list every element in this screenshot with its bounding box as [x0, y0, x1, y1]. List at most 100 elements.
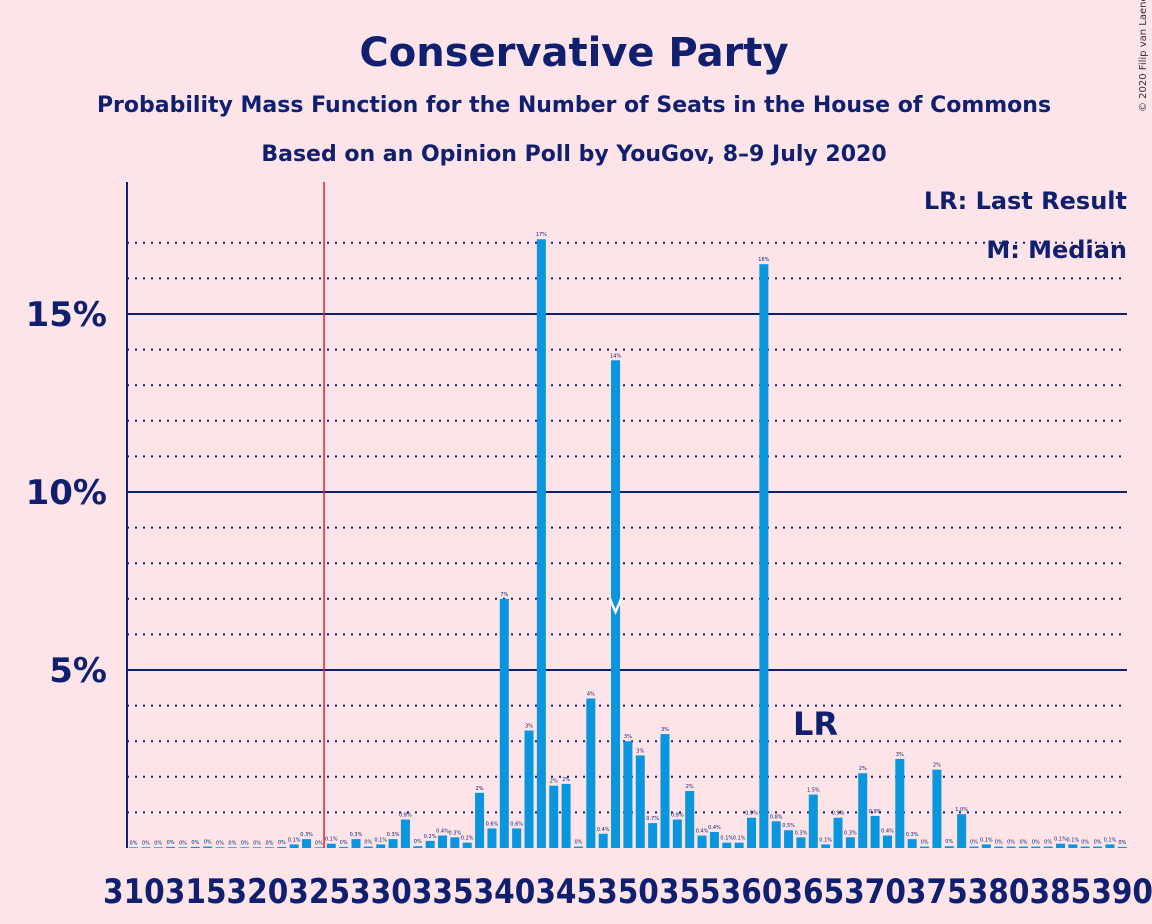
bar: [672, 819, 682, 848]
data-label: 0%: [1081, 840, 1089, 846]
bar: [598, 833, 608, 848]
data-label: 0%: [130, 840, 138, 846]
data-label: 0%: [204, 840, 212, 846]
data-label: 0.9%: [869, 809, 882, 815]
bar: [277, 846, 287, 848]
last-result-label: LR: [793, 705, 838, 743]
bar: [351, 839, 361, 848]
data-label: 2%: [550, 779, 558, 785]
bar: [413, 846, 423, 848]
data-label: 0%: [414, 839, 422, 845]
chart-title: Conservative Party: [359, 30, 788, 76]
bar: [573, 846, 583, 848]
bar: [326, 843, 336, 848]
data-label: 0.4%: [881, 829, 894, 835]
data-label: 0%: [340, 840, 348, 846]
bar: [388, 839, 398, 848]
data-label: 0%: [945, 839, 953, 845]
bar: [771, 821, 781, 848]
data-label: 3%: [525, 724, 533, 730]
data-label: 7%: [500, 592, 508, 598]
data-label: 0.1%: [288, 837, 301, 843]
bar: [1056, 843, 1065, 848]
data-labels: 0% 0% 0% 0% 0% 0% 0% 0% 0% 0% 0% 0% 0% 0.1%0.3%0%0.1%…: [130, 232, 1127, 846]
bar: [932, 769, 942, 848]
bar: [920, 846, 930, 848]
data-label: 0%: [241, 840, 249, 846]
bar: [314, 847, 324, 848]
gridlines: [127, 241, 1127, 814]
copyright-note: © 2020 Filip van Laenen: [1138, 0, 1149, 112]
chart-subtitle-source: Based on an Opinion Poll by YouGov, 8–9 …: [261, 142, 886, 167]
data-label: 0.1%: [819, 837, 832, 843]
bar: [994, 846, 1004, 848]
data-label: 0%: [364, 840, 372, 846]
data-label: 0%: [265, 840, 273, 846]
data-label: 0.1%: [1104, 837, 1117, 843]
bar: [302, 839, 312, 848]
bar: [425, 840, 435, 848]
data-label: 0.1%: [720, 836, 733, 842]
bar: [709, 831, 719, 848]
data-label: 0%: [167, 840, 175, 846]
data-label: 0%: [921, 840, 929, 846]
bar: [858, 773, 868, 848]
data-label: 0%: [154, 840, 162, 846]
data-label: 0.3%: [906, 832, 919, 838]
data-label: 0%: [278, 840, 286, 846]
bar: [1018, 846, 1028, 848]
data-label: 2%: [686, 784, 694, 790]
bar: [1006, 846, 1016, 848]
bar: [190, 846, 200, 848]
bar: [499, 598, 509, 848]
bar: [264, 847, 274, 848]
data-label: 4%: [587, 691, 595, 697]
x-axis-tick-labels: 3103153203253303353403453503553603653703…: [103, 872, 1152, 912]
bar: [129, 847, 138, 848]
legend-last-result: LR: Last Result: [924, 187, 1127, 215]
bar: [981, 844, 991, 848]
bar: [747, 817, 756, 848]
data-label: 0.4%: [436, 829, 449, 835]
data-label: 1.5%: [807, 788, 820, 794]
bar: [821, 844, 831, 848]
data-label: 0.1%: [374, 837, 387, 843]
data-label: 0%: [315, 840, 323, 846]
data-label: 0.4%: [597, 827, 610, 833]
bar: [450, 837, 460, 848]
median-marker: [608, 597, 623, 616]
bar: [561, 783, 571, 848]
bar: [957, 814, 967, 848]
bar: [339, 846, 349, 848]
bar: [487, 828, 497, 848]
bar: [549, 785, 559, 848]
bar: [400, 819, 410, 848]
bar: [178, 847, 188, 848]
data-label: 0%: [142, 840, 150, 846]
bar: [166, 846, 176, 848]
bar: [586, 698, 596, 848]
data-label: 0.9%: [832, 811, 845, 817]
data-label: 1.0%: [955, 807, 968, 813]
bar: [759, 264, 769, 848]
data-label: 0.4%: [696, 829, 709, 835]
bar: [1105, 844, 1115, 848]
data-label: 0%: [253, 840, 261, 846]
data-label: 0.6%: [486, 821, 499, 827]
data-label: 0.3%: [387, 832, 400, 838]
bar: [536, 239, 546, 849]
bar: [870, 815, 880, 848]
data-label: 0.2%: [461, 836, 474, 842]
data-label: 0%: [574, 840, 582, 846]
data-label: 3%: [896, 752, 904, 758]
data-label: 2%: [933, 763, 941, 769]
data-label: 0.2%: [424, 834, 437, 840]
data-label: 16%: [758, 257, 769, 263]
data-label: 3%: [636, 748, 644, 754]
legend-median: M: Median: [986, 236, 1127, 264]
markers: LR: [323, 182, 838, 848]
bar: [363, 846, 373, 848]
bar: [524, 730, 534, 848]
data-label: 0.8%: [770, 814, 783, 820]
